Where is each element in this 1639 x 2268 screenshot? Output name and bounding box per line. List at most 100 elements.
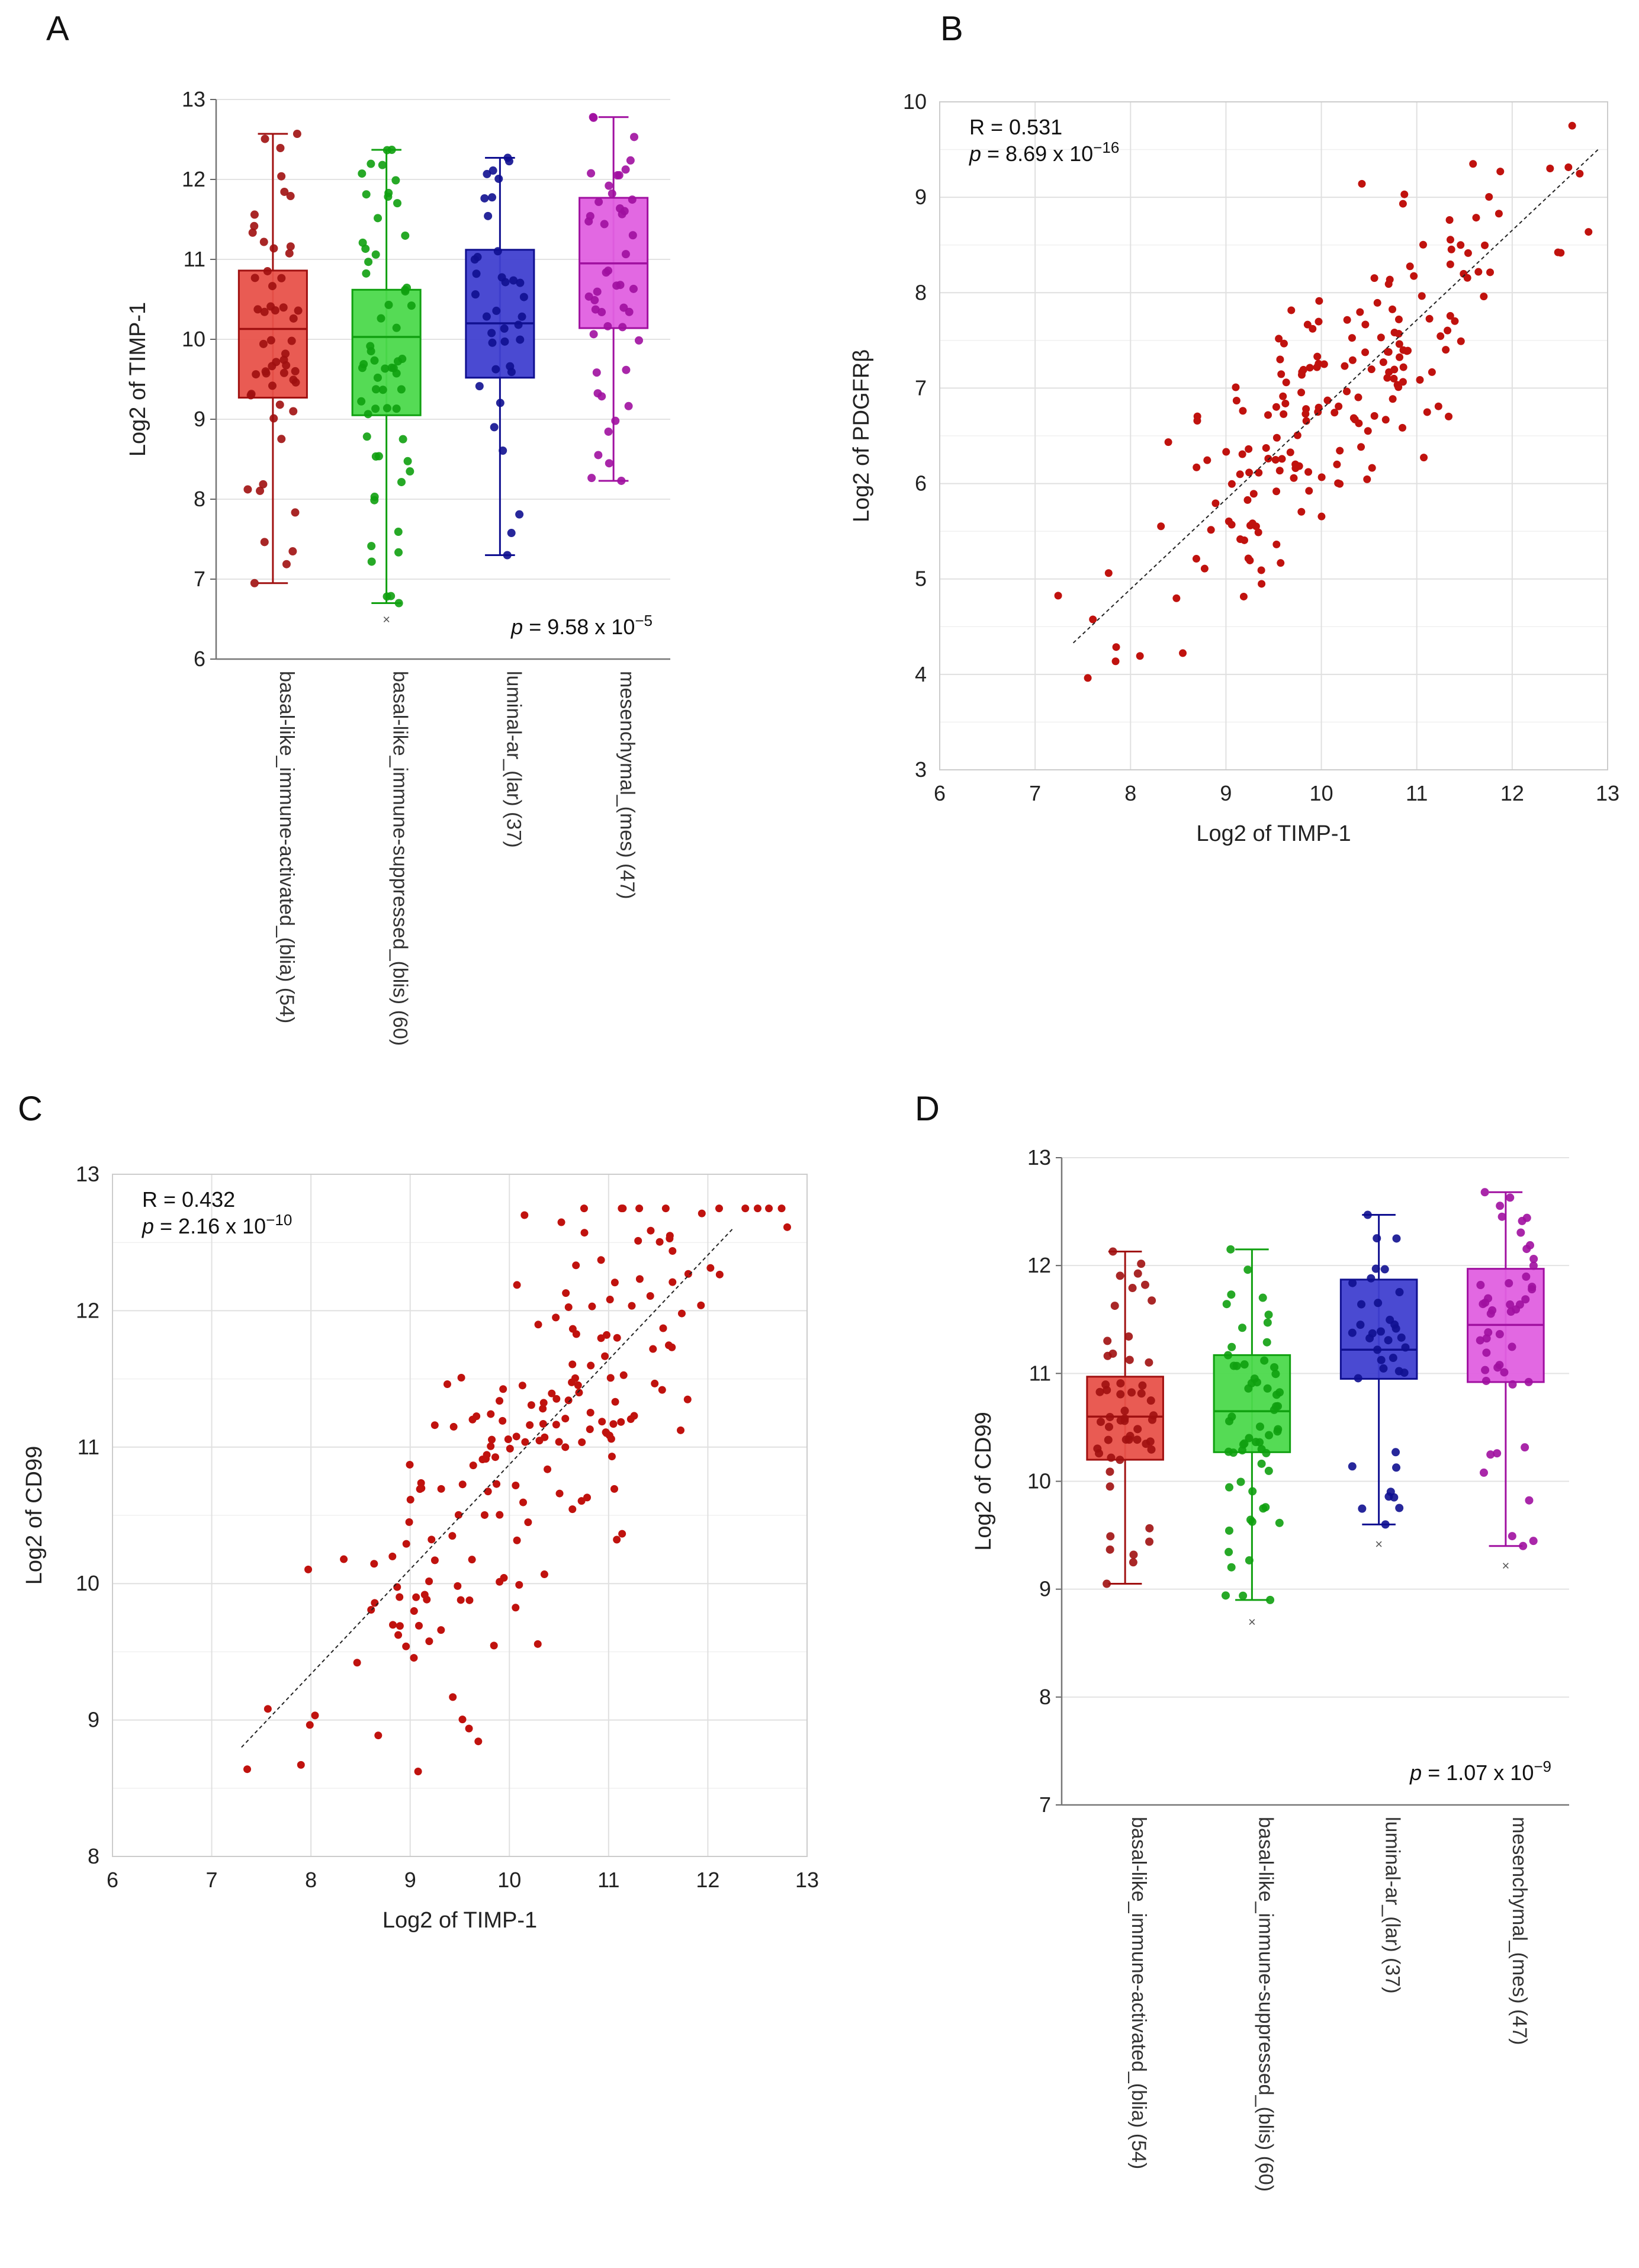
box-2-point: [393, 357, 402, 366]
box-3-point: [492, 306, 501, 315]
box-2-point: [1245, 1434, 1254, 1443]
panel-b-data-point: [1445, 216, 1454, 224]
panel-b-data-point: [1211, 499, 1220, 507]
panel-b-ytick-label: 6: [915, 471, 927, 496]
box-3-point: [1401, 1343, 1410, 1352]
box-2-point: [367, 347, 375, 356]
box-3-point: [488, 338, 497, 347]
panel-b-data-point: [1457, 241, 1465, 249]
panel-b-data-point: [1564, 163, 1573, 171]
box-1-point: [1097, 1418, 1105, 1427]
panel-b-ytick-label: 7: [915, 375, 927, 400]
panel-c-data-point: [534, 1321, 542, 1329]
panel-c-p-value: = 2.16 x 10: [154, 1214, 266, 1238]
box-4-point: [1496, 1202, 1505, 1210]
panel-c-data-point: [297, 1761, 305, 1769]
box-3-point: [1395, 1504, 1404, 1512]
panel-c-data-point: [420, 1591, 429, 1599]
box-4-point: [602, 268, 610, 277]
panel-c-data-point: [555, 1489, 564, 1498]
panel-c-data-point: [374, 1731, 383, 1740]
panel-c-data-point: [414, 1621, 423, 1630]
panel-c-data-point: [454, 1511, 462, 1519]
panel-b-data-point: [1304, 468, 1313, 476]
panel-b-data-point: [1239, 592, 1248, 600]
panel-a-ytick-label: 13: [182, 87, 205, 111]
panel-c-data-point: [668, 1343, 676, 1351]
panel-d-category-label: basal-like_immune-suppressed_(blis) (60): [1254, 1817, 1277, 2192]
panel-b-ytick-label: 8: [915, 280, 927, 304]
panel-c-data-point: [480, 1511, 489, 1519]
panel-c-data-point: [647, 1226, 655, 1235]
box-4-point: [1484, 1294, 1493, 1303]
panel-b-xtick-label: 10: [1310, 781, 1333, 805]
box-2-point: [1266, 1595, 1275, 1604]
panel-c-data-point: [577, 1497, 586, 1505]
panel-b-data-point: [1315, 297, 1323, 305]
box-2-point: [1223, 1351, 1232, 1360]
panel-b-data-point: [1203, 456, 1211, 464]
panel-b-data-point: [1481, 241, 1489, 249]
panel-c-data-point: [515, 1580, 523, 1589]
box-4-point: [592, 368, 601, 377]
box-4-point: [628, 195, 637, 204]
panel-c-data-point: [468, 1556, 476, 1564]
panel-b-data-point: [1255, 468, 1263, 477]
panel-c-data-point: [568, 1505, 577, 1514]
panel-b-data-point: [1348, 334, 1356, 342]
box-2-point: [1244, 1384, 1253, 1393]
box-1-point: [1105, 1482, 1114, 1491]
panel-c-xtick-label: 6: [107, 1868, 118, 1892]
panel-b-data-point: [1485, 192, 1493, 201]
panel-b-data-point: [1336, 446, 1344, 455]
box-2-point: [374, 214, 383, 223]
panel-b-data-point: [1262, 444, 1270, 452]
panel-b-data-point: [1361, 348, 1370, 356]
panel-c-data-point: [715, 1204, 724, 1213]
panel-c-data-point: [402, 1642, 410, 1650]
panel-c-data-point: [428, 1535, 436, 1544]
box-3-point: [1392, 1234, 1401, 1243]
panel-c-data-point: [416, 1485, 424, 1493]
panel-c-data-point: [564, 1396, 573, 1405]
panel-b-data-point: [1496, 168, 1505, 176]
chart-a-boxplot-timp1: 6 7 8 9 10 11 12 13 Log2 of TIMP-1 basal-like_imm…: [126, 87, 670, 1046]
box-2-point: [401, 231, 410, 240]
box-1-point: [1137, 1389, 1146, 1398]
box-4-point: [1476, 1281, 1485, 1290]
box-1-point: [291, 367, 300, 375]
panel-b-data-point: [1172, 594, 1181, 602]
panel-c-data-point: [396, 1593, 404, 1601]
box-1-point: [277, 274, 286, 282]
box-1-point: [276, 144, 285, 153]
box-1-point: [1103, 1579, 1111, 1588]
panel-b-data-point: [1244, 554, 1252, 563]
box-1-point: [287, 336, 296, 345]
panel-b-data-point: [1419, 240, 1427, 249]
box-1-point: [1125, 1355, 1134, 1364]
panel-b-data-point: [1373, 298, 1381, 307]
panel-b-data-point: [1396, 353, 1404, 361]
panel-c-xtick-label: 10: [497, 1868, 521, 1892]
box-2-point: [1226, 1245, 1235, 1254]
panel-c-data-point: [544, 1465, 552, 1473]
panel-b-ytick-label: 10: [903, 89, 927, 114]
panel-b-data-point: [1495, 210, 1503, 218]
box-3-point: [1358, 1504, 1367, 1513]
box-4-point: [1479, 1300, 1487, 1309]
panel-c-data-point: [613, 1535, 621, 1544]
panel-c-data-point: [482, 1455, 490, 1463]
box-3-point: [482, 312, 491, 321]
box-4-point: [1481, 1366, 1490, 1374]
panel-b-data-point: [1394, 315, 1403, 323]
box-2-point: [362, 269, 371, 278]
panel-b-ylabel: Log2 of PDGFRβ: [849, 349, 874, 522]
panel-c-data-point: [487, 1442, 495, 1450]
panel-c-p-annotation: p = 2.16 x 10−10: [142, 1211, 292, 1238]
box-1-point: [259, 237, 268, 246]
panel-c-data-point: [406, 1496, 414, 1504]
panel-b-data-point: [1406, 262, 1414, 271]
panel-b-data-point: [1193, 417, 1201, 425]
panel-a-ytick-label: 12: [182, 167, 205, 191]
box-1-point: [1116, 1390, 1125, 1399]
